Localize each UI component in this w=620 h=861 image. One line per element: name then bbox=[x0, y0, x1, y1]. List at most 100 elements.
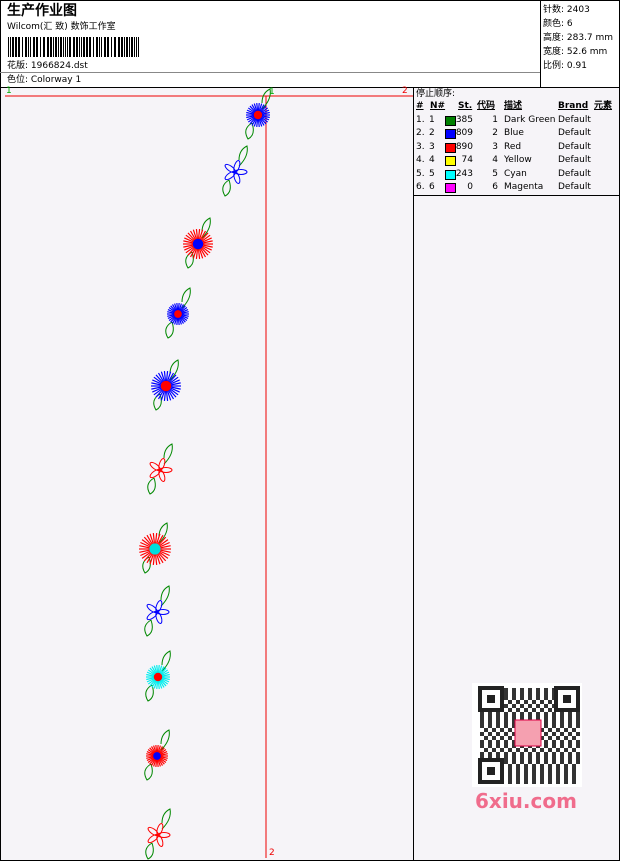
stem bbox=[144, 585, 170, 637]
qr-cell bbox=[572, 736, 576, 740]
qr-cell bbox=[552, 720, 556, 724]
stem bbox=[185, 217, 211, 269]
bar-stripe bbox=[47, 37, 49, 57]
qr-cell bbox=[504, 716, 508, 720]
qr-cell bbox=[560, 716, 564, 720]
qr-cell bbox=[576, 756, 580, 760]
qr-cell bbox=[480, 740, 484, 744]
qr-cell bbox=[480, 712, 484, 716]
flower-center bbox=[149, 543, 161, 555]
qr-cell bbox=[568, 744, 572, 748]
bar-stripe bbox=[129, 37, 130, 57]
qr-cell bbox=[576, 740, 580, 744]
stitches: 0 bbox=[467, 182, 473, 192]
info: 比例: 0.91 bbox=[543, 61, 587, 71]
qr-cell bbox=[548, 772, 552, 776]
qr-cell bbox=[508, 748, 512, 752]
needle: 5 bbox=[429, 168, 435, 179]
qr-cell bbox=[536, 704, 540, 708]
stem bbox=[245, 88, 271, 140]
stitches: 385 bbox=[455, 115, 473, 125]
qr-cell bbox=[504, 760, 508, 764]
marker: 1 bbox=[6, 86, 12, 96]
qr-cell bbox=[560, 756, 564, 760]
flower-center bbox=[192, 238, 204, 250]
qr-cell bbox=[532, 748, 536, 752]
qr-cell bbox=[520, 696, 524, 700]
qr-cell bbox=[540, 748, 544, 752]
qr-cell bbox=[544, 692, 548, 696]
qr-cell bbox=[488, 712, 492, 716]
column-header: Brand bbox=[558, 101, 589, 111]
qr-cell bbox=[540, 772, 544, 776]
bar-stripe bbox=[114, 37, 116, 57]
qr-cell bbox=[536, 696, 540, 700]
bar-stripe bbox=[99, 37, 100, 57]
qr-cell bbox=[508, 708, 512, 712]
bar-stripe bbox=[93, 37, 94, 57]
flower-center bbox=[160, 380, 172, 392]
code: 3 bbox=[492, 141, 498, 152]
color-swatch bbox=[445, 169, 456, 180]
qr-cell bbox=[520, 756, 524, 760]
qr-cell bbox=[504, 720, 508, 724]
qr-cell bbox=[496, 744, 500, 748]
row-index: 5. bbox=[416, 168, 425, 179]
qr-cell bbox=[480, 752, 484, 756]
qr-cell bbox=[488, 724, 492, 728]
qr-cell bbox=[560, 712, 564, 716]
qr-cell bbox=[508, 728, 512, 732]
qr-cell bbox=[548, 708, 552, 712]
row-index: 2. bbox=[416, 128, 425, 139]
flower bbox=[245, 88, 271, 140]
qr-cell bbox=[564, 728, 568, 732]
row-index: 1. bbox=[416, 115, 425, 125]
flower bbox=[145, 650, 171, 702]
qr-cell bbox=[532, 768, 536, 772]
qr-cell bbox=[564, 772, 568, 776]
qr-cell bbox=[532, 776, 536, 780]
petal bbox=[155, 600, 163, 613]
qr-cell bbox=[544, 696, 548, 700]
qr-cell bbox=[552, 724, 556, 728]
qr-cell bbox=[528, 760, 532, 764]
qr-cell bbox=[492, 736, 496, 740]
qr-cell bbox=[484, 748, 488, 752]
qr-cell bbox=[528, 704, 532, 708]
qr-cell bbox=[552, 760, 556, 764]
qr-cell bbox=[536, 688, 540, 692]
qr-cell bbox=[512, 756, 516, 760]
qr-cell bbox=[496, 724, 500, 728]
flower bbox=[144, 729, 170, 781]
bar-stripe bbox=[81, 37, 82, 57]
bar-stripe bbox=[33, 37, 35, 57]
qr-cell bbox=[512, 744, 516, 748]
qr-cell bbox=[572, 772, 576, 776]
qr-cell bbox=[552, 744, 556, 748]
qr-cell bbox=[556, 768, 560, 772]
qr-cell bbox=[516, 748, 520, 752]
qr-cell bbox=[520, 752, 524, 756]
qr-cell bbox=[540, 768, 544, 772]
color-swatch bbox=[445, 129, 456, 140]
qr-cell bbox=[536, 752, 540, 756]
qr-cell bbox=[560, 744, 564, 748]
stem bbox=[165, 287, 191, 339]
brand: Default bbox=[558, 155, 591, 166]
bar-stripe bbox=[104, 37, 106, 57]
code: 1 bbox=[492, 115, 498, 125]
qr-cell bbox=[500, 736, 504, 740]
qr-cell bbox=[520, 688, 524, 692]
flower bbox=[145, 808, 171, 860]
bar-stripe bbox=[134, 37, 135, 57]
bar-stripe bbox=[73, 37, 75, 57]
qr-cell bbox=[504, 752, 508, 756]
stitches: 890 bbox=[455, 141, 473, 152]
brand: Default bbox=[558, 141, 591, 152]
qr-cell bbox=[572, 776, 576, 780]
column-header: St. bbox=[458, 101, 473, 111]
qr-cell bbox=[528, 716, 532, 720]
qr-cell bbox=[532, 764, 536, 768]
qr-cell bbox=[552, 732, 556, 736]
